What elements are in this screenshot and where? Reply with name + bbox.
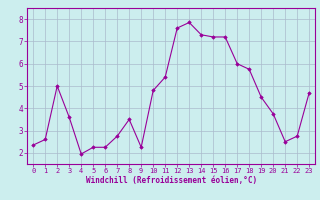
X-axis label: Windchill (Refroidissement éolien,°C): Windchill (Refroidissement éolien,°C) xyxy=(86,176,257,185)
